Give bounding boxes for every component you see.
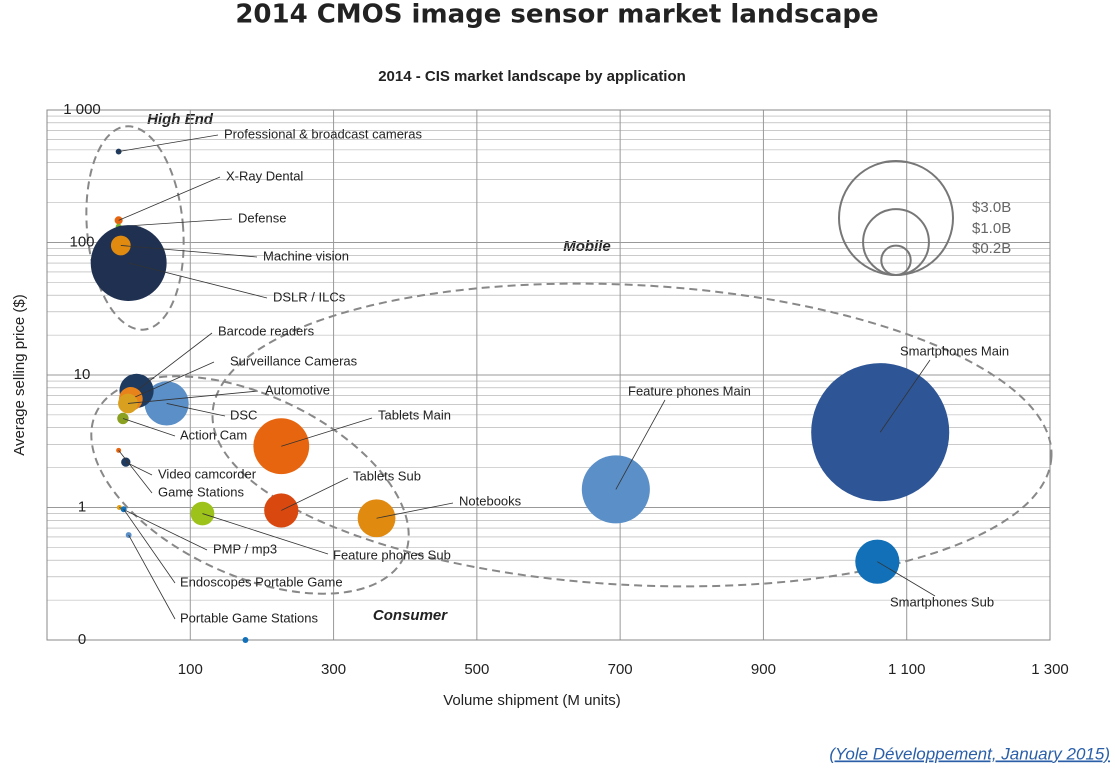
point-label: Endoscopes Portable Game bbox=[180, 574, 343, 589]
plot-frame bbox=[46, 109, 1051, 641]
y-tick-label: 10 bbox=[74, 366, 91, 383]
leader-line bbox=[118, 176, 221, 221]
leader-line bbox=[125, 461, 153, 476]
leader-line bbox=[128, 262, 268, 299]
y-axis-label: Average selling price ($) bbox=[11, 294, 28, 455]
leader-line bbox=[376, 502, 454, 519]
point-label: X-Ray Dental bbox=[226, 168, 303, 183]
point-label: Defense bbox=[238, 210, 286, 225]
x-tick-label: 900 bbox=[751, 661, 776, 678]
leader-line bbox=[118, 450, 153, 494]
point-label: PMP / mp3 bbox=[213, 541, 277, 556]
leader-line bbox=[615, 399, 666, 490]
point-label: Barcode readers bbox=[218, 323, 315, 338]
y-tick-label: 0 bbox=[78, 631, 86, 648]
size-legend-circle bbox=[838, 160, 954, 276]
leader-line bbox=[122, 418, 176, 437]
leader-line bbox=[130, 361, 215, 400]
point-label: Tablets Main bbox=[378, 407, 451, 422]
annotation: Consumer bbox=[373, 607, 448, 624]
point-label: Tablets Sub bbox=[353, 468, 421, 483]
leader-line bbox=[123, 509, 176, 584]
point-label: Notebooks bbox=[459, 493, 522, 508]
size-legend-label: $1.0B bbox=[972, 220, 1011, 237]
point-label: Surveillance Cameras bbox=[230, 353, 358, 368]
point-label: Game Stations bbox=[158, 484, 244, 499]
chart-title: 2014 CMOS image sensor market landscape bbox=[235, 0, 878, 30]
point-label: Machine vision bbox=[263, 248, 349, 263]
y-tick-label: 1 000 bbox=[63, 101, 101, 118]
bubble bbox=[242, 637, 249, 643]
point-label: DSLR / ILCs bbox=[273, 289, 346, 304]
leader-line bbox=[127, 390, 259, 404]
point-label: Smartphones Main bbox=[900, 343, 1009, 358]
annotation: Mobile bbox=[563, 238, 611, 255]
size-legend-circle bbox=[880, 244, 912, 276]
leader-line bbox=[120, 245, 258, 258]
source: (Yole Développement, January 2015) bbox=[829, 744, 1110, 763]
leader-line bbox=[281, 417, 373, 447]
x-tick-label: 100 bbox=[178, 661, 203, 678]
x-axis-label: Volume shipment (M units) bbox=[443, 692, 621, 709]
point-label: DSC bbox=[230, 407, 257, 422]
point-label: Feature phones Sub bbox=[333, 547, 451, 562]
point-label: Professional & broadcast cameras bbox=[224, 126, 422, 141]
point-label: Video camcorder bbox=[158, 466, 257, 481]
leader-line bbox=[202, 513, 329, 555]
x-tick-label: 500 bbox=[464, 661, 489, 678]
group-outline bbox=[211, 282, 1053, 588]
point-label: Automotive bbox=[265, 382, 330, 397]
leader-line bbox=[119, 507, 208, 551]
leader-line bbox=[118, 134, 219, 152]
group-outline bbox=[85, 125, 185, 331]
x-tick-label: 700 bbox=[608, 661, 633, 678]
bubble bbox=[114, 216, 123, 225]
x-tick-label: 1 300 bbox=[1031, 661, 1069, 678]
group-outline bbox=[90, 375, 410, 595]
leader-line bbox=[118, 218, 233, 227]
leader-line bbox=[136, 332, 213, 392]
point-label: Smartphones Sub bbox=[890, 594, 994, 609]
y-tick-label: 1 bbox=[78, 498, 86, 515]
leader-line bbox=[128, 534, 176, 620]
x-tick-label: 1 100 bbox=[888, 661, 926, 678]
size-legend-label: $3.0B bbox=[972, 199, 1011, 216]
leader-line bbox=[166, 403, 226, 417]
size-legend-label: $0.2B bbox=[972, 240, 1011, 257]
point-label: Portable Game Stations bbox=[180, 610, 319, 625]
chart-subtitle: 2014 - CIS market landscape by applicati… bbox=[378, 68, 686, 85]
point-label: Action Cam bbox=[180, 427, 247, 442]
point-label: Feature phones Main bbox=[628, 383, 751, 398]
annotation: High End bbox=[147, 111, 214, 128]
leader-line bbox=[281, 477, 349, 511]
leader-line bbox=[877, 561, 936, 597]
x-tick-label: 300 bbox=[321, 661, 346, 678]
y-tick-label: 100 bbox=[69, 233, 94, 250]
bubble bbox=[581, 455, 650, 524]
leader-line bbox=[879, 359, 931, 433]
